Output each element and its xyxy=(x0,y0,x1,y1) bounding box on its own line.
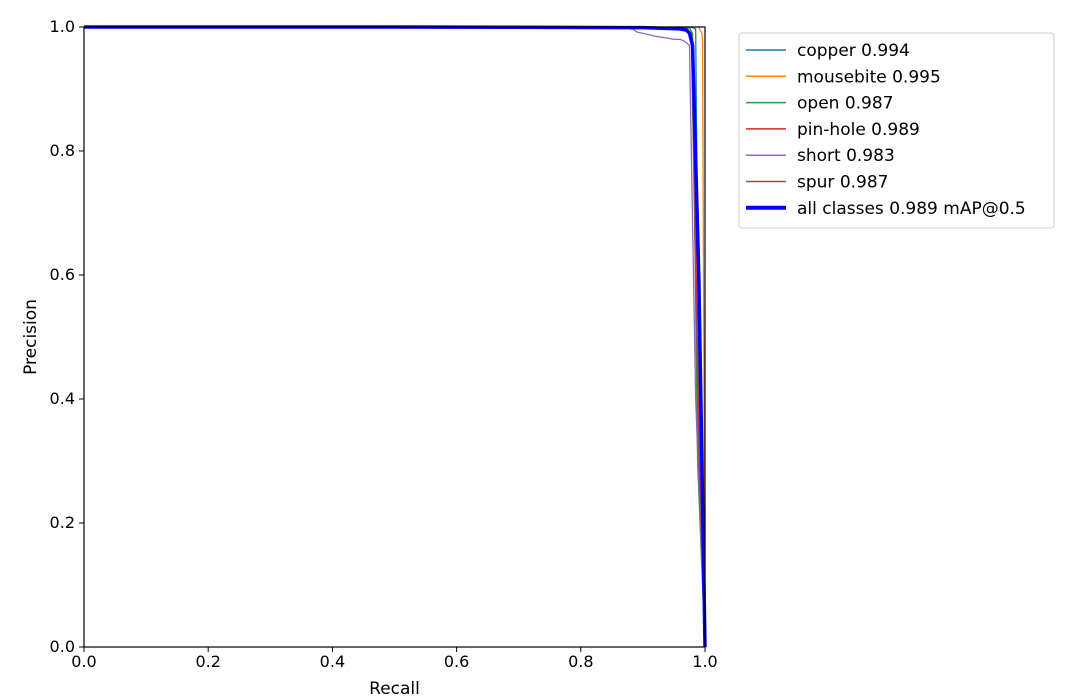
x-axis-ticks: 0.0 0.2 0.4 0.6 0.8 1.0 xyxy=(71,647,718,671)
y-axis-label: Precision xyxy=(21,299,41,375)
x-tick-label: 0.8 xyxy=(568,652,593,671)
x-tick-label: 0.2 xyxy=(195,652,220,671)
plot-background xyxy=(84,27,705,647)
y-tick-label: 0.6 xyxy=(50,265,75,284)
legend: copper 0.994 mousebite 0.995 open 0.987 pin… xyxy=(738,32,1055,229)
legend-entry-label: spur 0.987 xyxy=(797,173,888,193)
x-axis-label: Recall xyxy=(369,679,420,699)
y-tick-label: 0.0 xyxy=(50,637,75,656)
y-tick-label: 1.0 xyxy=(50,17,75,36)
legend-entry-label: all classes 0.989 mAP@0.5 xyxy=(797,199,1026,219)
x-tick-label: 0.6 xyxy=(444,652,469,671)
x-tick-label: 1.0 xyxy=(692,652,717,671)
x-tick-label: 0.4 xyxy=(320,652,345,671)
legend-entry-label: pin-hole 0.989 xyxy=(797,120,920,140)
legend-entry-label: copper 0.994 xyxy=(797,41,910,61)
plot-frame xyxy=(83,26,706,648)
y-tick-label: 0.2 xyxy=(50,513,75,532)
plot-area xyxy=(83,25,707,648)
y-axis-ticks: 0.0 0.2 0.4 0.6 0.8 1.0 xyxy=(50,17,84,656)
legend-entry-label: short 0.983 xyxy=(797,146,895,166)
x-tick-label: 0.0 xyxy=(71,652,96,671)
y-tick-label: 0.8 xyxy=(50,141,75,160)
legend-entry-label: open 0.987 xyxy=(797,94,894,114)
legend-box xyxy=(738,32,1055,229)
legend-entry-label: mousebite 0.995 xyxy=(797,67,941,87)
y-tick-label: 0.4 xyxy=(50,389,75,408)
